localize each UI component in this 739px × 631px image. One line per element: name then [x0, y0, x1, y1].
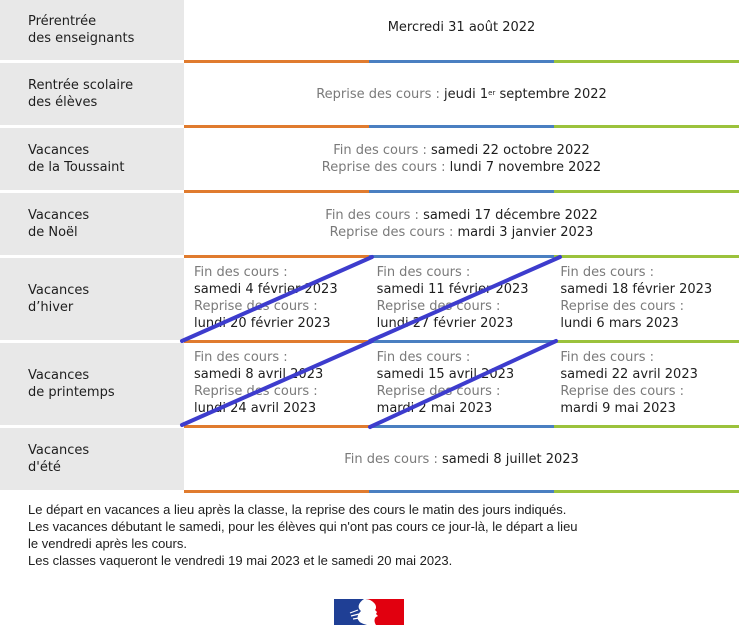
zone-c: Fin des cours : samedi 18 février 2023 R… — [555, 258, 739, 340]
date-key: Fin des cours : — [376, 350, 471, 365]
zone-divider — [184, 490, 739, 493]
row-toussaint: Vacances de la Toussaint Fin des cours :… — [0, 128, 739, 193]
date-key: Reprise des cours : — [321, 160, 450, 175]
date-value: lundi 24 avril 2023 — [194, 401, 317, 416]
date-value: samedi 15 avril 2023 — [376, 367, 515, 382]
row-dates: Reprise des cours : jeudi 1er septembre … — [184, 63, 739, 125]
date-key: Fin des cours : — [325, 208, 424, 223]
date-value: samedi 17 décembre 2022 — [423, 208, 598, 223]
zone-divider — [184, 190, 739, 193]
zone-divider — [184, 60, 739, 63]
zone-columns: Fin des cours : samedi 4 février 2023 Re… — [184, 258, 739, 340]
date-key: Reprise des cours : — [316, 86, 445, 102]
date-value: jeudi 1 — [444, 86, 489, 102]
row-prerentree: Prérentrée des enseignants Mercredi 31 a… — [0, 0, 739, 63]
date-value: samedi 22 avril 2023 — [560, 367, 698, 382]
row-dates: Fin des cours : samedi 8 juillet 2023 — [184, 428, 739, 490]
note-line: le vendredi après les cours. — [28, 536, 187, 551]
label-line: Rentrée scolaire — [28, 78, 134, 93]
date-key: Reprise des cours : — [376, 299, 501, 314]
row-label: Rentrée scolaire des élèves — [0, 63, 184, 125]
date-value: lundi 20 février 2023 — [194, 316, 331, 331]
note-line: Le départ en vacances a lieu après la cl… — [28, 502, 567, 517]
date-value: lundi 7 novembre 2022 — [449, 160, 602, 175]
date-key: Reprise des cours : — [329, 225, 458, 240]
date-value: mardi 9 mai 2023 — [560, 401, 676, 416]
date-value: samedi 4 février 2023 — [194, 282, 338, 297]
label-line: Prérentrée — [28, 14, 97, 29]
zone-c: Fin des cours : samedi 22 avril 2023 Rep… — [555, 343, 739, 425]
label-line: de printemps — [28, 385, 115, 400]
zone-b: Fin des cours : samedi 15 avril 2023 Rep… — [373, 343, 556, 425]
date-value: samedi 22 octobre 2022 — [431, 143, 590, 158]
date-key: Fin des cours : — [560, 265, 654, 280]
label-line: Vacances — [28, 443, 90, 458]
row-printemps: Vacances de printemps Fin des cours : sa… — [0, 343, 739, 428]
note-line: Les vacances débutant le samedi, pour le… — [28, 519, 578, 534]
date-key: Fin des cours : — [194, 265, 288, 280]
date-value: Mercredi 31 août 2022 — [387, 19, 536, 35]
label-line: Vacances — [28, 368, 90, 383]
zone-columns: Fin des cours : samedi 8 avril 2023 Repr… — [184, 343, 739, 425]
row-noel: Vacances de Noël Fin des cours : samedi … — [0, 193, 739, 258]
zone-divider — [184, 125, 739, 128]
date-key: Fin des cours : — [194, 350, 288, 365]
row-label: Vacances de printemps — [0, 343, 184, 425]
date-value: mardi 3 janvier 2023 — [457, 225, 594, 240]
date-key: Fin des cours : — [560, 350, 654, 365]
date-key: Reprise des cours : — [194, 299, 318, 314]
row-dates: Fin des cours : samedi 17 décembre 2022 … — [184, 193, 739, 255]
date-value: septembre 2022 — [495, 86, 607, 102]
date-key: Reprise des cours : — [194, 384, 318, 399]
label-line: Vacances — [28, 283, 90, 298]
date-key: Reprise des cours : — [560, 299, 685, 314]
date-value: samedi 8 juillet 2023 — [441, 451, 579, 467]
label-line: de la Toussaint — [28, 160, 125, 175]
row-hiver: Vacances d’hiver Fin des cours : samedi … — [0, 258, 739, 343]
date-value: lundi 6 mars 2023 — [560, 316, 679, 331]
row-label: Vacances de la Toussaint — [0, 128, 184, 190]
date-value: samedi 11 février 2023 — [376, 282, 529, 297]
date-key: Fin des cours : — [333, 143, 432, 158]
date-key: Reprise des cours : — [376, 384, 501, 399]
ordinal-sup: er — [488, 88, 496, 97]
date-value: samedi 8 avril 2023 — [194, 367, 324, 382]
label-line: des élèves — [28, 95, 98, 110]
row-dates: Mercredi 31 août 2022 — [184, 0, 739, 60]
zone-a: Fin des cours : samedi 4 février 2023 Re… — [184, 258, 373, 340]
date-key: Fin des cours : — [376, 265, 471, 280]
label-line: des enseignants — [28, 31, 135, 46]
footnotes: Le départ en vacances a lieu après la cl… — [28, 501, 578, 569]
row-label: Vacances d'été — [0, 428, 184, 490]
label-line: d'été — [28, 460, 61, 475]
date-value: samedi 18 février 2023 — [560, 282, 713, 297]
zone-b: Fin des cours : samedi 11 février 2023 R… — [373, 258, 556, 340]
date-key: Reprise des cours : — [560, 384, 685, 399]
date-value: mardi 2 mai 2023 — [376, 401, 493, 416]
zone-a: Fin des cours : samedi 8 avril 2023 Repr… — [184, 343, 373, 425]
marianne-logo-icon — [334, 599, 404, 625]
row-rentree-scolaire: Rentrée scolaire des élèves Reprise des … — [0, 63, 739, 128]
label-line: Vacances — [28, 208, 90, 223]
row-dates: Fin des cours : samedi 22 octobre 2022 R… — [184, 128, 739, 190]
row-label: Vacances d’hiver — [0, 258, 184, 340]
date-key: Fin des cours : — [344, 451, 442, 467]
row-label: Vacances de Noël — [0, 193, 184, 255]
label-line: de Noël — [28, 225, 78, 240]
row-label: Prérentrée des enseignants — [0, 0, 184, 60]
row-ete: Vacances d'été Fin des cours : samedi 8 … — [0, 428, 739, 493]
label-line: Vacances — [28, 143, 90, 158]
date-value: lundi 27 février 2023 — [376, 316, 514, 331]
note-line: Les classes vaqueront le vendredi 19 mai… — [28, 553, 453, 568]
label-line: d’hiver — [28, 300, 74, 315]
